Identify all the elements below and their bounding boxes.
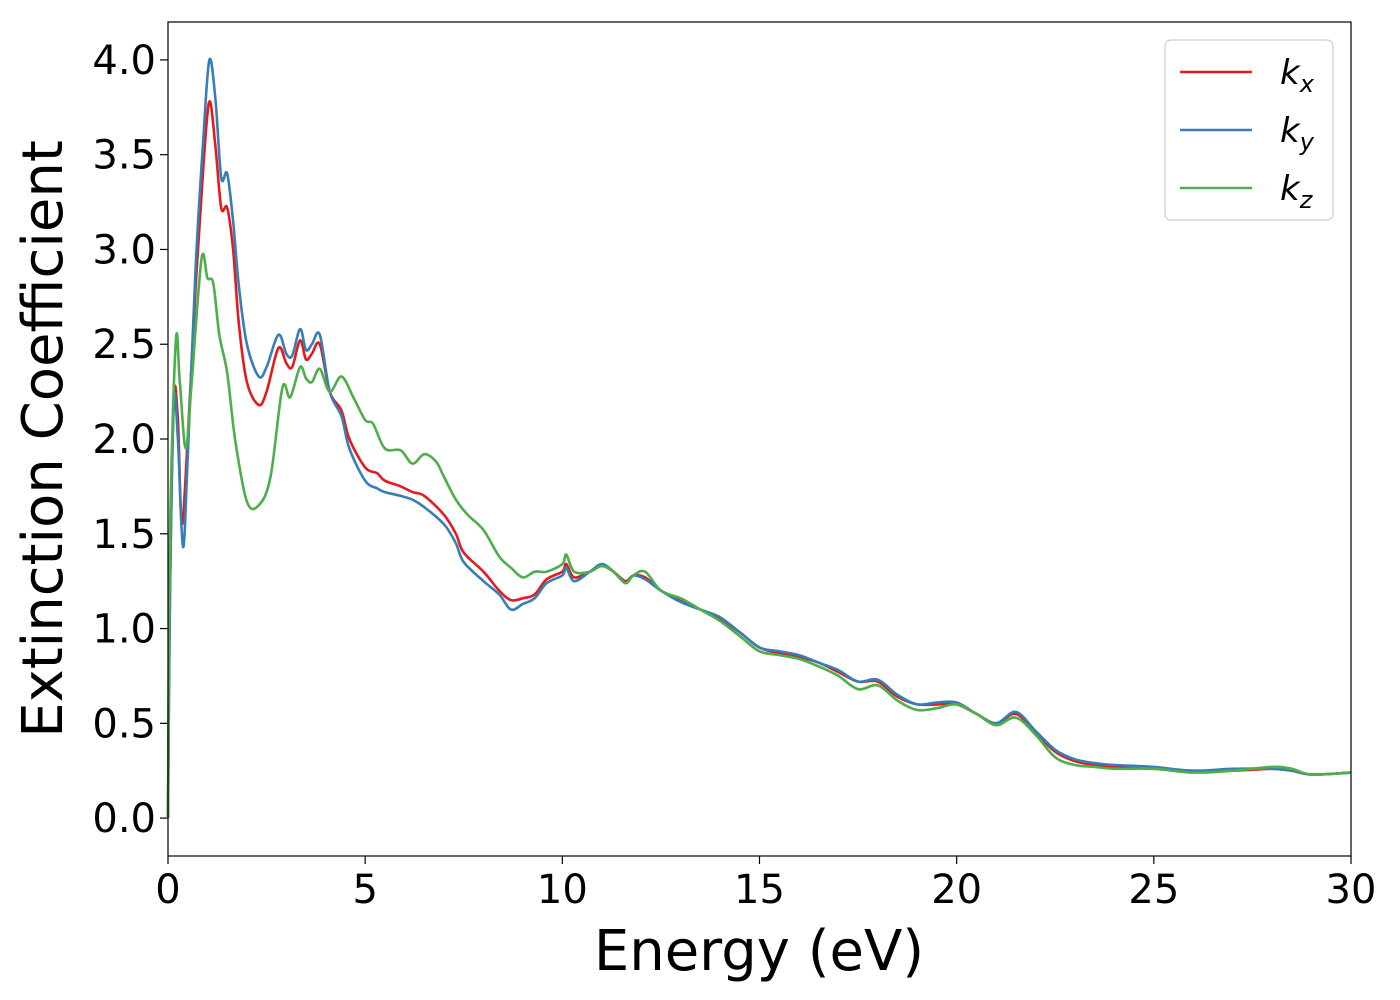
x-tick-label: 15 xyxy=(734,867,785,913)
y-tick-label: 4.0 xyxy=(92,38,156,84)
y-tick-label: 3.5 xyxy=(92,133,156,179)
y-tick-label: 0.0 xyxy=(92,796,156,842)
y-tick-label: 0.5 xyxy=(92,701,156,747)
y-tick-label: 3.0 xyxy=(92,227,156,273)
legend-label-kz: kz xyxy=(1280,169,1314,214)
y-axis-label: Extinction Coefficient xyxy=(11,140,76,738)
legend-label-ky: ky xyxy=(1280,111,1315,156)
y-tick-label: 1.5 xyxy=(92,512,156,558)
y-tick-label: 2.0 xyxy=(92,417,156,463)
x-tick-label: 30 xyxy=(1326,867,1377,913)
x-tick-label: 25 xyxy=(1128,867,1179,913)
x-tick-label: 10 xyxy=(537,867,588,913)
x-tick-label: 0 xyxy=(155,867,180,913)
x-tick-label: 20 xyxy=(931,867,982,913)
legend-label-main: k xyxy=(1280,111,1301,151)
legend-label-subscript: z xyxy=(1299,186,1314,214)
y-axis-ticks: 0.0 0.5 1.0 1.5 2.0 2.5 3.0 3.5 4.0 xyxy=(92,38,168,842)
legend-label-subscript: x xyxy=(1299,70,1315,98)
legend-label-kx: kx xyxy=(1280,53,1315,98)
series-line-kz xyxy=(166,252,1352,819)
x-tick-label: 5 xyxy=(352,867,377,913)
series-lines xyxy=(166,57,1352,819)
legend-label-main: k xyxy=(1280,53,1301,93)
legend-label-main: k xyxy=(1280,169,1301,209)
x-axis-label: Energy (eV) xyxy=(594,919,924,984)
plot-frame xyxy=(167,21,1352,857)
y-tick-label: 1.0 xyxy=(92,607,156,653)
x-axis-ticks: 0 5 10 15 20 25 30 xyxy=(155,856,1376,913)
legend-label-subscript: y xyxy=(1299,128,1315,156)
y-tick-label: 2.5 xyxy=(92,322,156,368)
